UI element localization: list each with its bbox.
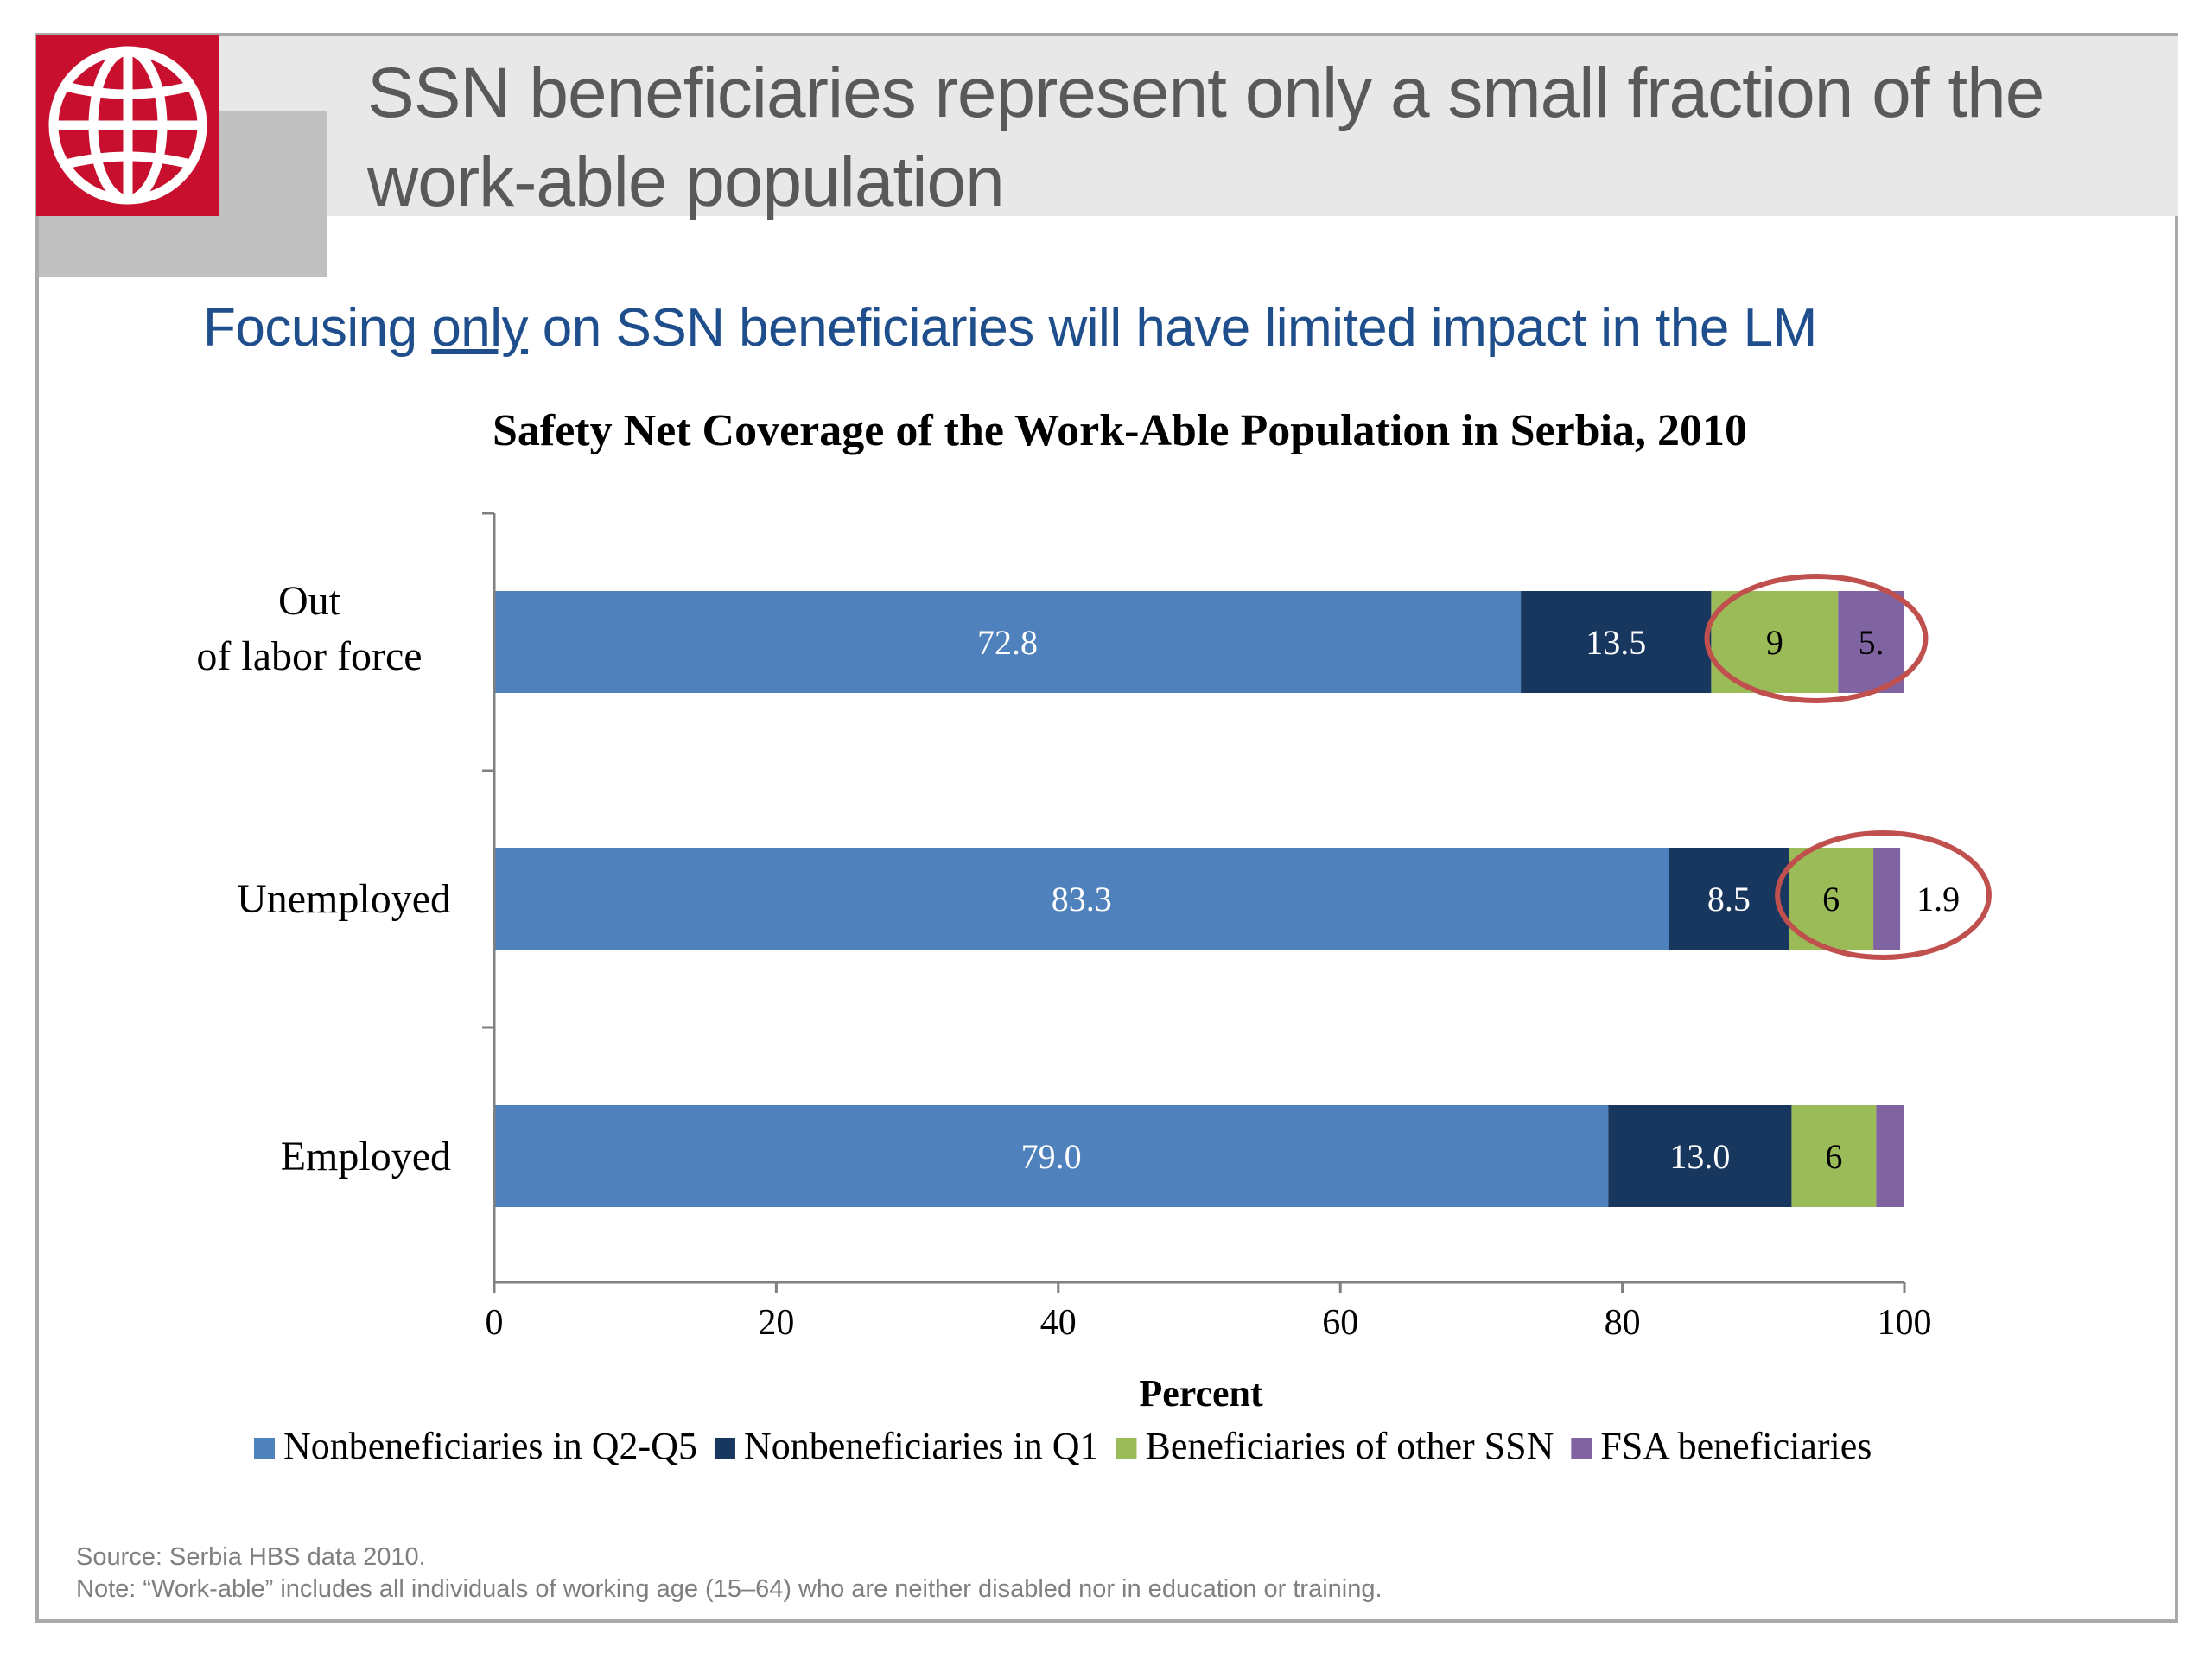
subtitle-text-start: Focusing xyxy=(203,298,432,358)
bar-segment xyxy=(1838,591,1904,693)
category-label: Unemployed xyxy=(237,876,451,922)
bar-segment xyxy=(1791,1105,1877,1207)
x-axis-title: Percent xyxy=(1139,1372,1263,1414)
category-label: of labor force xyxy=(196,633,422,679)
header-band xyxy=(39,36,2178,216)
x-tick-label: 20 xyxy=(758,1303,794,1343)
bar-data-label: 83.3 xyxy=(1052,880,1112,918)
subtitle-text-end: on SSN beneficiaries will have limited i… xyxy=(528,298,1817,358)
bar-data-label: 13.0 xyxy=(1669,1137,1730,1176)
world-bank-logo xyxy=(36,35,219,216)
legend-label: Nonbeneficiaries in Q1 xyxy=(744,1425,1099,1467)
bar-data-label: 79.0 xyxy=(1021,1137,1082,1176)
x-tick-label: 40 xyxy=(1040,1303,1077,1343)
method-note: Note: “Work-able” includes all individua… xyxy=(76,1575,1382,1603)
legend-swatch xyxy=(1116,1438,1137,1459)
bar-data-label: 6 xyxy=(1822,880,1840,918)
legend-swatch xyxy=(254,1438,275,1459)
category-label: Out xyxy=(278,578,341,624)
slide-subtitle: Focusing only on SSN beneficiaries will … xyxy=(203,294,1817,363)
bar-data-label: 8.5 xyxy=(1707,880,1751,918)
slide-frame xyxy=(35,33,2178,1623)
category-label: Employed xyxy=(281,1134,451,1179)
bar-segment xyxy=(1876,1105,1904,1207)
legend: Nonbeneficiaries in Q2-Q5 Nonbeneficiarie… xyxy=(254,1425,1872,1467)
legend-label: FSA beneficiaries xyxy=(1600,1425,1872,1467)
globe-icon xyxy=(48,46,207,205)
bar-segment xyxy=(494,1105,1609,1207)
legend-swatch xyxy=(1571,1438,1592,1459)
bar-segment xyxy=(1608,1105,1792,1207)
bar-segment xyxy=(1669,848,1789,950)
x-tick-label: 0 xyxy=(486,1303,504,1343)
bar-segment xyxy=(1873,848,1901,950)
legend-swatch xyxy=(714,1438,735,1459)
bar-segment xyxy=(494,591,1522,693)
chart-title: Safety Net Coverage of the Work-Able Pop… xyxy=(493,406,1747,455)
axis-layer: Out of labor force Unemployed Employed 0 20 40… xyxy=(196,512,1932,1343)
legend-label: Beneficiaries of other SSN xyxy=(1145,1425,1554,1467)
bar-data-label: 6 xyxy=(1825,1137,1842,1176)
bar-data-label: 13.5 xyxy=(1586,623,1646,662)
legend-label: Nonbeneficiaries in Q2-Q5 xyxy=(283,1425,697,1467)
x-tick-label: 60 xyxy=(1322,1303,1358,1343)
x-tick-label: 80 xyxy=(1605,1303,1641,1343)
bar-data-label: 1.9 xyxy=(1916,880,1960,918)
subtitle-emphasis: only xyxy=(431,298,529,358)
slide-title: SSN beneficiaries represent only a small… xyxy=(367,54,2044,221)
bars-layer: 72.8 13.5 9 5. 83.3 8.5 6 1.9 79.0 13.0 6 xyxy=(494,591,1960,1207)
highlights-layer xyxy=(1704,574,1992,960)
x-tick-label: 100 xyxy=(1878,1303,1932,1343)
bar-data-label: 5. xyxy=(1859,623,1885,662)
bar-data-label: 72.8 xyxy=(977,623,1038,662)
highlight-ellipse xyxy=(1704,574,1929,703)
bar-segment xyxy=(1521,591,1712,693)
source-note: Source: Serbia HBS data 2010. xyxy=(76,1543,426,1571)
highlight-ellipse xyxy=(1775,830,1992,960)
bar-segment xyxy=(494,848,1669,950)
bar-data-label: 9 xyxy=(1766,623,1783,662)
